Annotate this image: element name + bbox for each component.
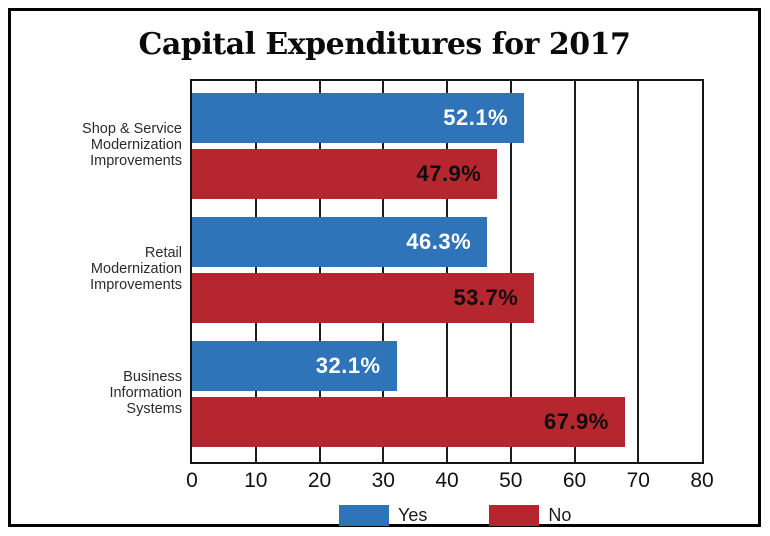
- bar-yes-0: 52.1%: [192, 93, 525, 143]
- legend-label-yes: Yes: [398, 505, 428, 525]
- gridline-50: [509, 81, 512, 462]
- gridline-10: [254, 81, 257, 462]
- legend: Yes No: [339, 505, 571, 526]
- category-axis: Shop & Service Modernization Improvement…: [11, 79, 184, 464]
- legend-swatch-yes: [339, 505, 389, 526]
- bar-value-label: 52.1%: [443, 105, 509, 130]
- x-tick-label-10: 10: [244, 469, 268, 492]
- bar-value-label: 67.9%: [543, 409, 609, 434]
- bar-value-label: 53.7%: [453, 285, 519, 310]
- category-label-1: Retail Modernization Improvements: [90, 245, 182, 293]
- bar-no-1: 53.7%: [192, 273, 535, 323]
- legend-item-no: No: [489, 505, 571, 526]
- category-label-2: Business Information Systems: [109, 369, 182, 417]
- x-tick-label-70: 70: [626, 469, 650, 492]
- x-tick-label-60: 60: [562, 469, 587, 492]
- x-tick-label-20: 20: [307, 469, 332, 492]
- bar-value-label: 47.9%: [416, 161, 482, 186]
- x-tick-label-50: 50: [499, 469, 523, 492]
- bar-no-2: 67.9%: [192, 397, 625, 447]
- x-tick-label-0: 0: [186, 469, 198, 492]
- outer-frame: Capital Expenditures for 2017 52.1% 47.9%…: [8, 8, 761, 527]
- legend-item-yes: Yes: [339, 505, 427, 526]
- chart-title: Capital Expenditures for 2017: [138, 27, 631, 62]
- gridline-70: [637, 81, 640, 462]
- bar-value-label: 46.3%: [406, 229, 472, 254]
- x-tick-label-30: 30: [371, 469, 395, 492]
- bar-value-label: 32.1%: [315, 353, 381, 378]
- legend-label-no: No: [548, 505, 572, 525]
- gridline-40: [446, 81, 448, 462]
- legend-swatch-no: [489, 505, 540, 526]
- bar-yes-1: 46.3%: [192, 217, 488, 267]
- value-axis: 0 10 20 30 40 50 60 70 80: [186, 469, 714, 495]
- gridline-30: [382, 81, 385, 462]
- x-tick-label-40: 40: [435, 469, 459, 492]
- gridline-60: [573, 81, 576, 462]
- plot-area: 52.1% 47.9% 46.3% 53.7% 32.1% 67.9%: [190, 79, 704, 464]
- bar-no-0: 47.9%: [192, 149, 498, 199]
- category-label-0: Shop & Service Modernization Improvement…: [82, 121, 182, 169]
- bar-yes-2: 32.1%: [192, 341, 397, 391]
- x-tick-label-80: 80: [690, 469, 714, 492]
- gridline-20: [318, 81, 321, 462]
